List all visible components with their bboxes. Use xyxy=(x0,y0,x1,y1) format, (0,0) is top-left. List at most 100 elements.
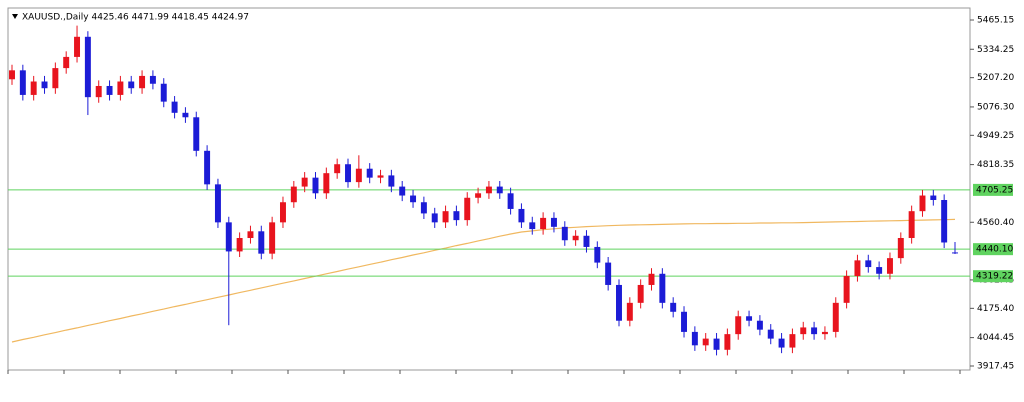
y-tick-label: 3917.45 xyxy=(977,362,1014,372)
candle-body xyxy=(258,231,265,254)
candle-body xyxy=(746,316,753,321)
candle-body xyxy=(30,81,37,95)
candle-body xyxy=(431,213,438,223)
y-tick-label: 4818.35 xyxy=(977,160,1014,170)
candle-body xyxy=(756,320,763,330)
y-tick-label: 5334.25 xyxy=(977,45,1014,55)
y-tick-label: 4560.40 xyxy=(977,218,1014,228)
candle-body xyxy=(529,222,536,230)
candle-body xyxy=(637,284,644,303)
candle-body xyxy=(410,195,417,203)
candle-body xyxy=(74,36,81,57)
candle-body xyxy=(9,70,15,80)
candle-body xyxy=(919,195,926,212)
y-tick-label: 5465.15 xyxy=(977,15,1014,25)
candle-body xyxy=(214,184,221,223)
candle-body xyxy=(594,246,601,263)
candle-body xyxy=(345,164,351,183)
candle-body xyxy=(952,252,958,254)
candle-body xyxy=(464,197,471,221)
candle-body xyxy=(908,211,915,239)
candle-body xyxy=(713,338,720,350)
candle-body xyxy=(84,36,91,98)
candle-body xyxy=(886,258,893,274)
candle-body xyxy=(670,302,677,312)
candle-body xyxy=(561,226,568,241)
y-tick-label: 4175.40 xyxy=(977,304,1014,314)
candle-body xyxy=(160,83,167,102)
candle-body xyxy=(225,222,232,252)
candle-body xyxy=(388,175,395,187)
y-tick-label: 5076.30 xyxy=(977,102,1014,112)
candle-body xyxy=(583,235,590,247)
candle-body xyxy=(735,316,742,335)
candle-body xyxy=(377,175,384,178)
candle-body xyxy=(865,260,872,268)
candle-body xyxy=(626,302,633,321)
candle-body xyxy=(269,222,276,254)
candle-body xyxy=(63,56,70,69)
y-tick-label: 4949.25 xyxy=(977,131,1014,141)
candle-body xyxy=(19,70,26,95)
candle-body xyxy=(485,186,492,194)
candle-body xyxy=(496,186,503,194)
candle-body xyxy=(572,235,579,241)
candle-body xyxy=(854,260,861,277)
candle-body xyxy=(247,231,254,239)
candle-body xyxy=(659,273,666,303)
level-label: 4440.10 xyxy=(976,245,1013,255)
level-label-box xyxy=(973,183,1013,196)
candle-body xyxy=(279,202,286,223)
chart-title: XAUUSD.,Daily 4425.46 4471.99 4418.45 44… xyxy=(22,13,249,23)
candle-body xyxy=(323,173,330,194)
candle-body xyxy=(691,331,698,346)
candle-body xyxy=(605,262,612,285)
candle-body xyxy=(355,168,362,183)
candle-body xyxy=(767,329,774,339)
candle-body xyxy=(941,199,948,243)
candle-body xyxy=(442,211,449,223)
candle-body xyxy=(334,164,341,174)
candle-body xyxy=(128,81,135,89)
candle-body xyxy=(453,211,460,221)
candle-body xyxy=(550,217,557,227)
candle-body xyxy=(832,302,839,332)
menu-arrow[interactable] xyxy=(12,14,18,19)
y-tick-label: 4044.45 xyxy=(977,333,1014,343)
level-label: 4705.25 xyxy=(976,185,1013,195)
candle-body xyxy=(540,217,547,230)
candle-body xyxy=(475,193,482,198)
candle-body xyxy=(420,202,427,214)
candle-body xyxy=(518,208,525,223)
candle-body xyxy=(876,267,883,274)
candle-body xyxy=(171,101,178,113)
candle-body xyxy=(843,276,850,303)
candle-body xyxy=(399,186,406,196)
moving-average xyxy=(11,218,956,343)
candle-body xyxy=(930,195,937,200)
candle-body xyxy=(139,75,146,89)
candle-body xyxy=(149,75,156,84)
candle-body xyxy=(507,193,514,209)
candle-body xyxy=(648,273,655,285)
candle-body xyxy=(193,117,200,151)
candle-body xyxy=(95,85,102,98)
candle-body xyxy=(204,150,211,185)
candle-body xyxy=(789,334,796,348)
level-label: 4319.22 xyxy=(976,272,1013,282)
candle-body xyxy=(702,338,709,346)
candle-body xyxy=(236,238,243,252)
candle-body xyxy=(778,338,785,348)
candle-body xyxy=(366,168,373,178)
candle-body xyxy=(681,311,688,332)
candle-body xyxy=(106,85,113,95)
candle-body xyxy=(724,334,731,350)
candle-body xyxy=(821,331,828,335)
candle-body xyxy=(616,284,622,321)
candle-body xyxy=(811,327,818,335)
candle-body xyxy=(41,81,48,89)
level-label-box xyxy=(973,270,1013,283)
candle-body xyxy=(117,81,124,95)
candle-body xyxy=(301,177,308,187)
